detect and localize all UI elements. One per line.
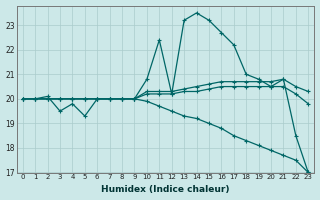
X-axis label: Humidex (Indice chaleur): Humidex (Indice chaleur) (101, 185, 230, 194)
